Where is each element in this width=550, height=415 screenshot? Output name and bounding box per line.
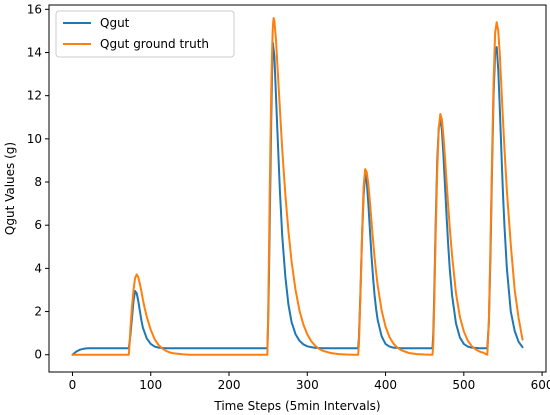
plot-area	[49, 5, 546, 372]
plot-frame	[48, 4, 547, 373]
legend-box	[55, 10, 235, 58]
y-axis-title: Qgut Values (g)	[3, 142, 17, 235]
y-tick-label: 14	[27, 45, 42, 59]
axis-labels: Time Steps (5min Intervals) Qgut Values …	[3, 142, 381, 413]
legend-label-qgut-ground-truth: Qgut ground truth	[100, 37, 209, 51]
y-tick-label: 6	[34, 218, 42, 232]
y-tick-label: 4	[34, 261, 42, 275]
y-tick-label: 2	[34, 305, 42, 319]
x-axis-title: Time Steps (5min Intervals)	[213, 399, 380, 413]
y-tick-label: 10	[27, 132, 42, 146]
y-tick-label: 0	[34, 348, 42, 362]
axes: 0 100 200 300 400 500 600 0 2 4 6 8 10 12 14 16	[27, 2, 550, 392]
y-tick-label: 12	[27, 89, 42, 103]
x-tick-label: 300	[296, 378, 319, 392]
x-tick-label: 100	[139, 378, 162, 392]
series-line-qgut-ground-truth	[71, 16, 524, 356]
x-tick-label: 200	[218, 378, 241, 392]
series-group	[71, 16, 524, 356]
x-tick-label: 400	[374, 378, 397, 392]
plot-background	[49, 5, 546, 372]
legend: Qgut Qgut ground truth	[55, 10, 235, 58]
legend-label-qgut: Qgut	[100, 16, 130, 30]
series-line-qgut	[71, 41, 524, 356]
x-tick-label: 600	[531, 378, 550, 392]
y-tick-label: 8	[34, 175, 42, 189]
x-tick-label: 0	[69, 378, 77, 392]
x-tick-label: 500	[452, 378, 475, 392]
y-tick-label: 16	[27, 2, 42, 16]
